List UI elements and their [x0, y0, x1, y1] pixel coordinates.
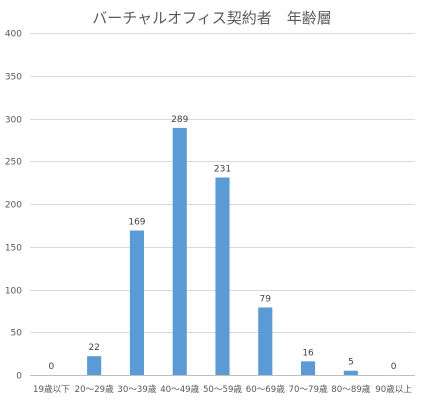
- bar: [343, 370, 358, 375]
- y-tick-label: 100: [5, 287, 22, 297]
- y-tick-label: 400: [5, 30, 22, 40]
- x-axis-tick-labels: 19歳以下 20〜29歳 30〜39歳 40〜49歳 50〜59歳 60〜69歳 70〜79…: [33, 383, 412, 395]
- x-tick-label: 50〜59歳: [203, 383, 242, 395]
- bar: [87, 356, 102, 375]
- y-tick-label: 50: [11, 329, 23, 339]
- x-tick-label: 40〜49歳: [160, 383, 199, 395]
- x-tick-label: 80〜89歳: [331, 383, 370, 395]
- bar: [172, 127, 187, 375]
- y-tick-label: 150: [5, 244, 22, 254]
- data-label: 22: [88, 343, 99, 353]
- y-tick-label: 350: [5, 73, 22, 83]
- x-tick-label: 30〜39歳: [117, 383, 156, 395]
- data-label: 289: [171, 115, 188, 125]
- x-tick-label: 19歳以下: [33, 383, 70, 395]
- y-tick-label: 0: [16, 372, 22, 382]
- data-label: 79: [260, 294, 272, 304]
- gridlines: [30, 33, 415, 376]
- y-axis-tick-labels: 0 50 100 150 200 250 300 350 400: [5, 30, 22, 382]
- bars: [87, 127, 358, 375]
- bar: [215, 177, 230, 375]
- data-label: 169: [128, 218, 145, 228]
- data-label: 16: [302, 348, 314, 358]
- x-tick-label: 60〜69歳: [246, 383, 285, 395]
- bar: [258, 307, 273, 375]
- bar: [129, 230, 145, 375]
- data-label: 0: [391, 362, 397, 372]
- bar: [300, 361, 316, 375]
- x-tick-label: 90歳以上: [375, 383, 412, 395]
- data-label: 5: [348, 358, 354, 368]
- y-tick-label: 200: [5, 201, 22, 211]
- chart-title: バーチャルオフィス契約者 年齢層: [92, 9, 332, 27]
- x-tick-label: 70〜79歳: [289, 383, 328, 395]
- data-label: 231: [214, 164, 231, 174]
- data-label: 0: [49, 362, 55, 372]
- y-tick-label: 300: [5, 116, 22, 126]
- data-labels: 0 22 169 289 231 79 16 5 0: [49, 115, 397, 372]
- y-tick-label: 250: [5, 158, 22, 168]
- x-tick-label: 20〜29歳: [75, 383, 114, 395]
